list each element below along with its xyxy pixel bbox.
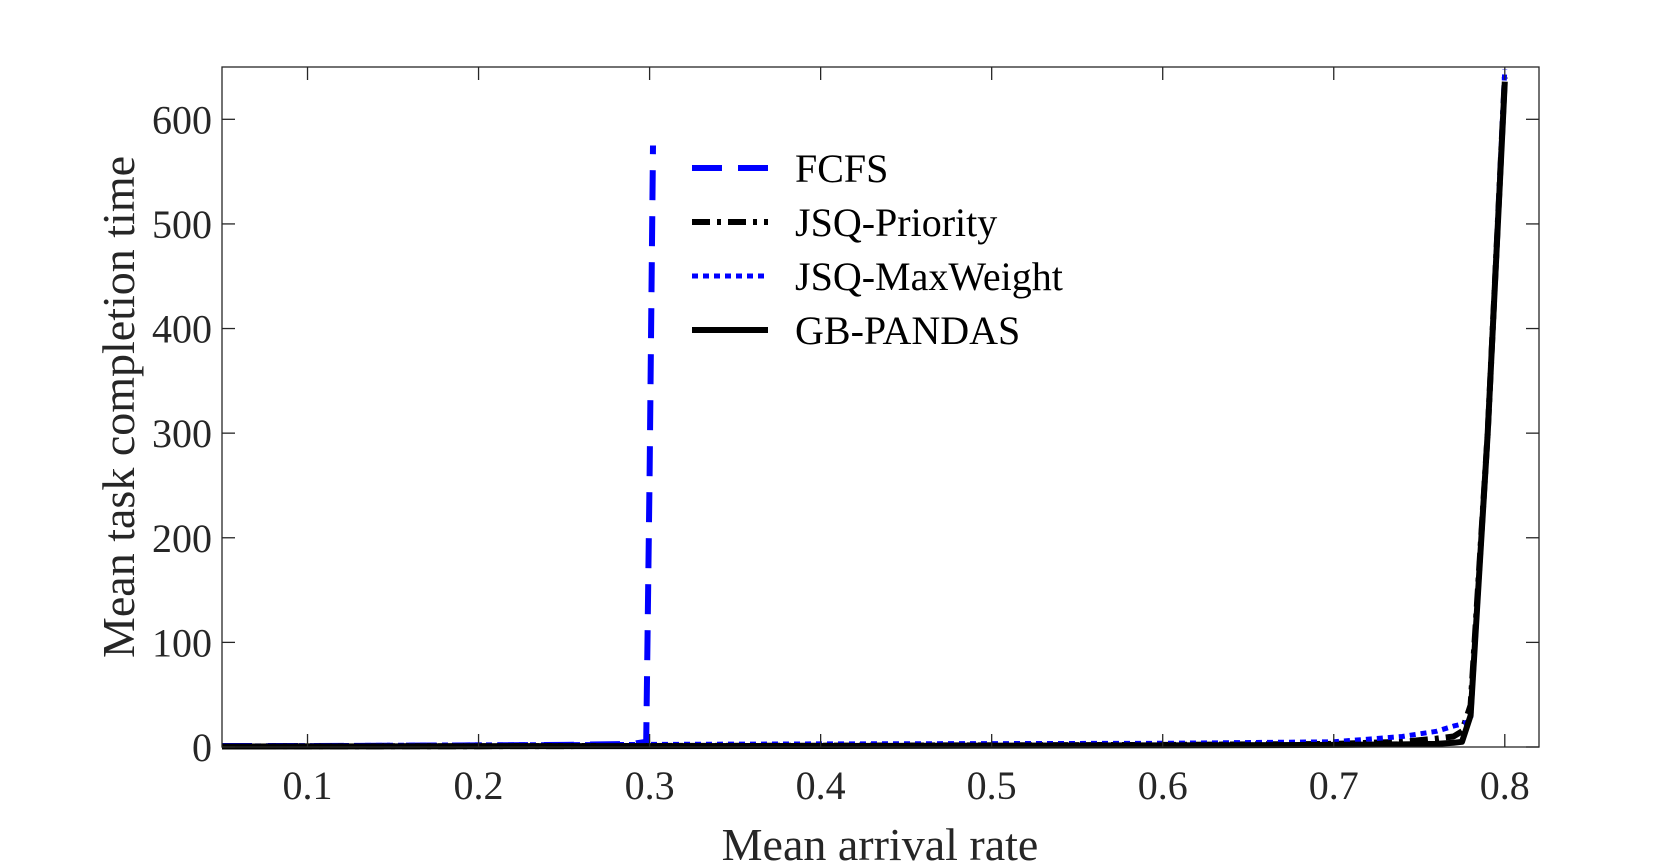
x-tick-label: 0.5 bbox=[967, 763, 1017, 808]
x-axis: 0.1 0.2 0.3 0.4 0.5 0.6 0.7 0.8 bbox=[283, 67, 1530, 808]
y-tick-label: 600 bbox=[152, 97, 212, 142]
x-tick-label: 0.2 bbox=[454, 763, 504, 808]
y-axis-title: Mean task completion time bbox=[93, 156, 144, 658]
series-line-gb-pandas bbox=[221, 81, 1508, 750]
legend-label: FCFS bbox=[795, 146, 888, 191]
legend-label: JSQ-MaxWeight bbox=[795, 254, 1063, 299]
plot-area-frame bbox=[221, 66, 1540, 748]
x-tick-label: 0.4 bbox=[796, 763, 846, 808]
y-tick-label: 400 bbox=[152, 307, 212, 352]
legend-label: GB-PANDAS bbox=[795, 308, 1020, 353]
series-line-fcfs bbox=[222, 145, 656, 749]
legend: FCFS JSQ-Priority JSQ-MaxWeight GB-PANDAS bbox=[692, 146, 1063, 353]
x-tick-label: 0.6 bbox=[1138, 763, 1188, 808]
y-tick-label: 100 bbox=[152, 620, 212, 665]
x-axis-title: Mean arrival rate bbox=[722, 819, 1039, 865]
y-axis: 0 100 200 300 400 500 600 bbox=[152, 97, 1539, 770]
y-tick-label: 500 bbox=[152, 202, 212, 247]
x-tick-label: 0.7 bbox=[1309, 763, 1359, 808]
x-tick-label: 0.8 bbox=[1480, 763, 1530, 808]
y-tick-label: 300 bbox=[152, 411, 212, 456]
legend-label: JSQ-Priority bbox=[795, 200, 997, 245]
y-tick-label: 0 bbox=[192, 725, 212, 770]
y-tick-label: 200 bbox=[152, 516, 212, 561]
x-tick-label: 0.3 bbox=[625, 763, 675, 808]
x-tick-label: 0.1 bbox=[283, 763, 333, 808]
series-layer bbox=[221, 68, 1508, 750]
